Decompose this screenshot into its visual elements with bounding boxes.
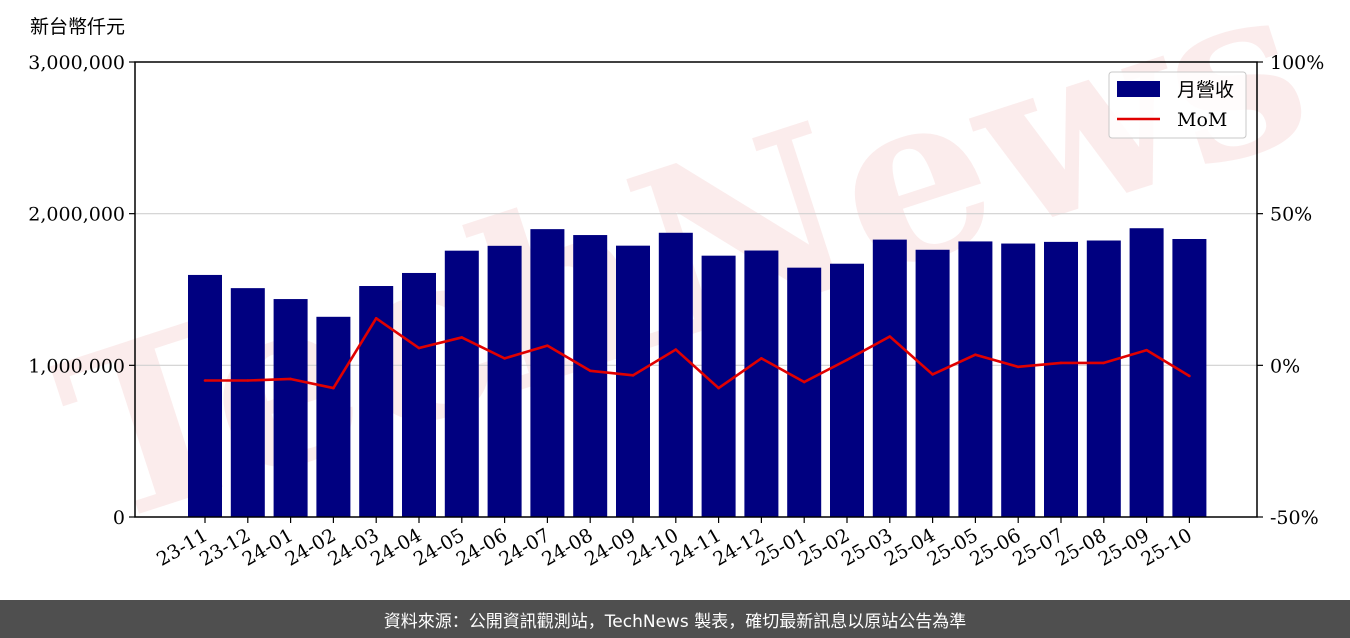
bar-25-05 — [958, 241, 993, 517]
mom-point-23-12 — [246, 379, 250, 382]
footer-text: 資料來源：公開資訊觀測站，TechNews 製表，確切最新訊息以原站公告為準 — [383, 611, 967, 632]
bar-24-04 — [402, 272, 436, 517]
mom-point-25-01 — [802, 380, 806, 384]
chart-container: TechNews01,000,0002,000,0003,000,000-50%… — [28, 0, 1336, 579]
bar-24-07 — [530, 229, 565, 518]
mom-point-24-09 — [631, 374, 635, 377]
mom-point-25-10 — [1188, 374, 1191, 378]
bar-24-10 — [658, 232, 693, 517]
bar-23-12 — [230, 288, 265, 517]
bar-24-06 — [487, 245, 522, 517]
bar-25-10 — [1172, 238, 1207, 517]
mom-point-25-06 — [1016, 365, 1020, 369]
bar-24-08 — [573, 235, 608, 517]
bar-25-02 — [830, 263, 864, 517]
bar-24-02 — [316, 316, 351, 517]
y-right-tick-label: 100% — [1270, 52, 1324, 74]
y-right-tick-label: -50% — [1270, 507, 1319, 529]
mom-line — [205, 317, 1191, 390]
bar-25-09 — [1129, 228, 1164, 517]
mom-point-25-08 — [1102, 361, 1106, 365]
legend-label-mom: MoM — [1177, 109, 1227, 131]
mom-point-25-04 — [931, 373, 934, 376]
legend-label-revenue: 月營收 — [1177, 79, 1234, 101]
revenue-chart: TechNews01,000,0002,000,0003,000,000-50%… — [28, 0, 1336, 579]
mom-point-24-04 — [417, 346, 421, 350]
mom-point-24-02 — [332, 386, 335, 390]
mom-point-24-01 — [289, 377, 292, 381]
mom-point-24-07 — [546, 344, 549, 347]
mom-point-25-05 — [974, 353, 977, 357]
mom-point-24-12 — [760, 357, 763, 360]
bar-25-08 — [1086, 240, 1121, 518]
source-footer: 資料來源：公開資訊觀測站，TechNews 製表，確切最新訊息以原站公告為準 — [0, 600, 1350, 638]
plot-frame — [134, 61, 1258, 518]
bar-24-12 — [744, 250, 779, 517]
y-right-tick-label: 0% — [1270, 355, 1300, 377]
bar-25-07 — [1044, 241, 1078, 518]
y-left-tick-label: 3,000,000 — [28, 52, 125, 74]
mom-point-25-02 — [845, 358, 849, 362]
mom-point-24-05 — [460, 336, 464, 339]
mom-point-24-03 — [374, 317, 378, 320]
bar-24-01 — [273, 299, 308, 517]
bar-25-03 — [872, 239, 907, 517]
bar-25-04 — [915, 249, 950, 517]
x-tick-label: 25-10 — [1137, 524, 1195, 570]
bar-24-03 — [359, 286, 394, 517]
mom-point-24-11 — [717, 386, 720, 390]
bar-25-06 — [1001, 243, 1036, 518]
bar-24-05 — [444, 250, 479, 517]
y-right-tick-label: 50% — [1270, 204, 1312, 226]
mom-point-25-07 — [1059, 361, 1063, 365]
y-left-tick-label: 1,000,000 — [28, 355, 125, 377]
mom-point-24-08 — [588, 369, 592, 373]
mom-point-23-11 — [203, 379, 207, 382]
bar-24-09 — [616, 245, 650, 517]
y-left-tick-label: 0 — [113, 507, 125, 529]
bar-25-01 — [787, 267, 822, 517]
mom-point-24-06 — [503, 357, 506, 360]
mom-point-24-10 — [674, 348, 678, 351]
bar-23-11 — [188, 274, 222, 517]
mom-point-25-09 — [1145, 348, 1148, 352]
legend-swatch-bar — [1117, 81, 1160, 97]
mom-point-25-03 — [888, 335, 892, 338]
y-left-unit-label: 新台幣仟元 — [30, 16, 125, 38]
y-left-tick-label: 2,000,000 — [28, 204, 125, 226]
